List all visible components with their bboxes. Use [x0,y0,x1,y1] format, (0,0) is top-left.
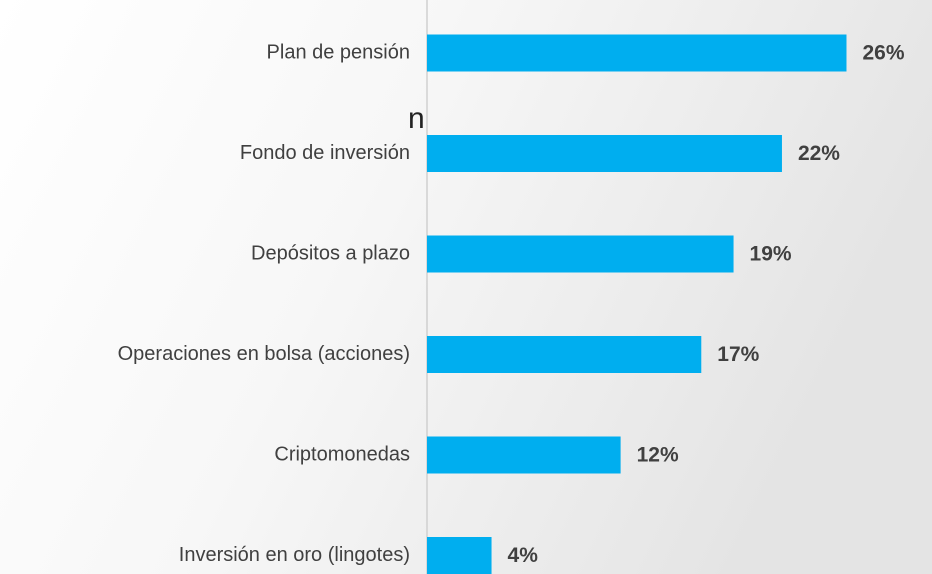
category-label: Criptomonedas [274,443,410,465]
category-label: Depósitos a plazo [251,242,410,264]
bar [427,537,492,574]
category-label: Plan de pensión [267,41,410,63]
category-label: Inversión en oro (lingotes) [179,544,410,566]
bar [427,135,782,172]
bar [427,436,621,474]
value-label: 4% [508,544,539,567]
clipped-title: n [408,102,425,135]
value-label: 19% [750,243,792,266]
category-label: Operaciones en bolsa (acciones) [118,343,410,365]
category-label: Fondo de inversión [240,142,410,164]
value-label: 22% [798,142,840,165]
value-label: 17% [717,343,759,366]
bar [427,336,702,373]
bar [427,235,734,273]
value-label: 12% [637,444,679,467]
value-label: 26% [862,42,904,65]
bar [427,34,847,72]
